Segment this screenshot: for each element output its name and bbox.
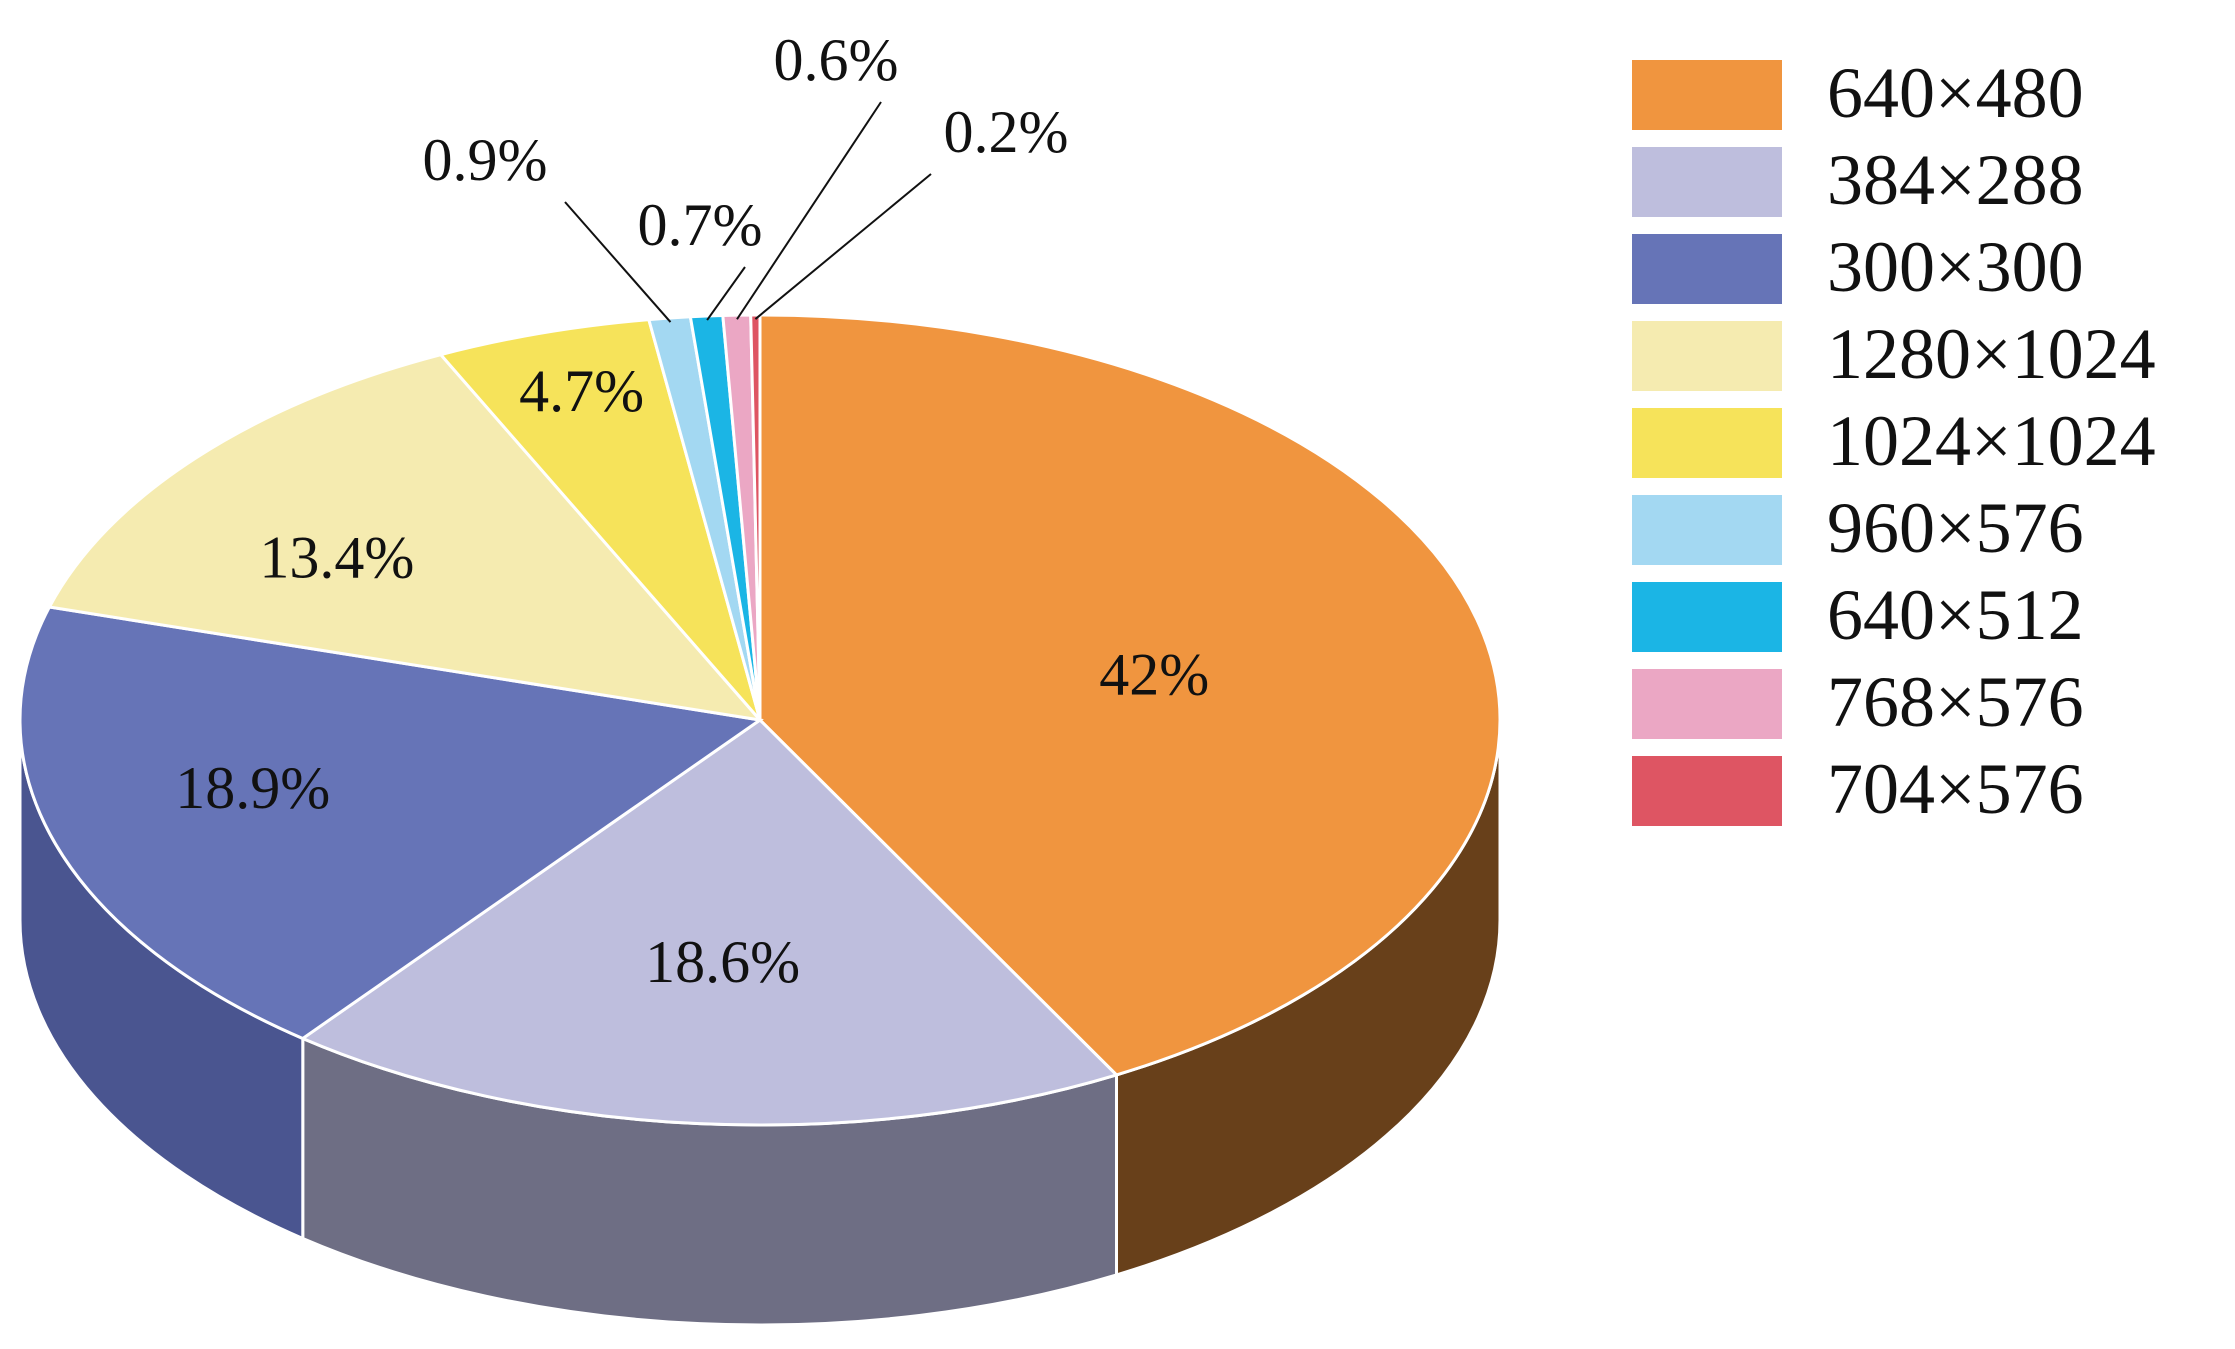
legend-swatch-640-512 <box>1632 582 1782 652</box>
value-label-640-480: 42% <box>1099 642 1209 708</box>
legend-swatch-1024-1024 <box>1632 408 1782 478</box>
legend-swatch-704-576 <box>1632 756 1782 826</box>
pie-slice-1024-1024 <box>437 317 762 721</box>
pie-slice-300-300 <box>18 605 764 1041</box>
value-label-1280-1024: 13.4% <box>259 525 414 591</box>
leader-line-768-576 <box>736 101 882 320</box>
legend-label-704-576: 704×576 <box>1827 749 2084 829</box>
pie-leader-lines <box>564 101 932 323</box>
pie-sides <box>18 719 1502 1327</box>
legend: 640×480384×288300×3001280×10241024×10249… <box>1632 53 2156 829</box>
legend-label-640-480: 640×480 <box>1827 53 2084 133</box>
pie-slice-1280-1024 <box>47 352 764 723</box>
value-label-1024-1024: 4.7% <box>519 358 644 424</box>
value-label-704-576: 0.2% <box>944 99 1069 165</box>
value-label-300-300: 18.9% <box>175 755 330 821</box>
pie-slice-640-480 <box>758 313 1502 1077</box>
pie-slice-384-288 <box>299 718 1120 1127</box>
legend-label-640-512: 640×512 <box>1827 575 2084 655</box>
leader-line-704-576 <box>754 173 932 320</box>
legend-label-768-576: 768×576 <box>1827 662 2084 742</box>
pie-value-labels: 42% 18.6% 18.9% 13.4% 4.7% 0.9% 0.7% 0.6% 0.2% <box>175 27 1209 995</box>
value-label-768-576: 0.6% <box>774 27 899 93</box>
value-label-384-288: 18.6% <box>645 929 800 995</box>
pie-tops <box>18 313 1502 1127</box>
legend-label-384-288: 384×288 <box>1827 140 2084 220</box>
legend-label-300-300: 300×300 <box>1827 227 2084 307</box>
value-label-640-512: 0.7% <box>638 192 763 258</box>
legend-swatch-768-576 <box>1632 669 1782 739</box>
legend-swatch-300-300 <box>1632 234 1782 304</box>
legend-label-1280-1024: 1280×1024 <box>1827 314 2156 394</box>
legend-swatch-1280-1024 <box>1632 321 1782 391</box>
legend-swatch-384-288 <box>1632 147 1782 217</box>
legend-label-960-576: 960×576 <box>1827 488 2084 568</box>
legend-label-1024-1024: 1024×1024 <box>1827 401 2156 481</box>
legend-swatch-640-480 <box>1632 60 1782 130</box>
legend-swatch-960-576 <box>1632 495 1782 565</box>
leader-line-640-512 <box>706 266 746 321</box>
value-label-960-576: 0.9% <box>423 127 548 193</box>
leader-line-960-576 <box>564 201 672 323</box>
